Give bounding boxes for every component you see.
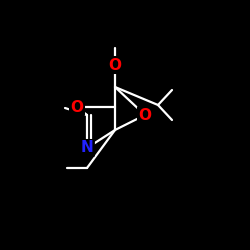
Text: O: O bbox=[138, 108, 151, 122]
Text: O: O bbox=[70, 100, 84, 114]
Text: O: O bbox=[108, 58, 122, 72]
Text: N: N bbox=[80, 140, 94, 156]
